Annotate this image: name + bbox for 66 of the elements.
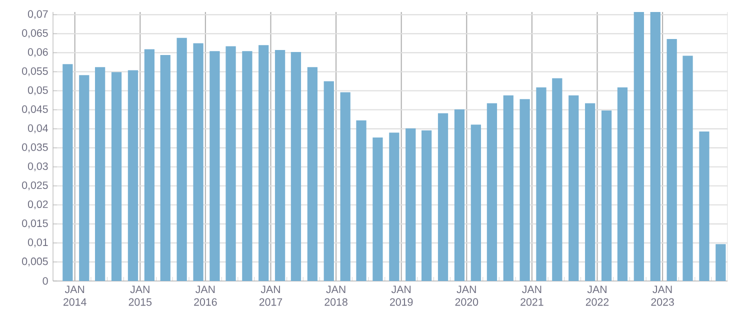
bar <box>552 78 562 281</box>
bar <box>160 54 170 281</box>
x-tick-label: JAN 2020 <box>455 286 478 306</box>
bar <box>634 12 644 281</box>
bar <box>307 67 318 281</box>
bar <box>356 120 366 281</box>
bar <box>536 87 546 281</box>
bar <box>372 138 383 281</box>
y-tick-label: 0,06 <box>28 48 48 58</box>
bar <box>128 70 138 281</box>
y-tick-label: 0,01 <box>28 238 48 248</box>
y-tick-label: 0,005 <box>22 258 48 266</box>
bar <box>699 131 710 281</box>
y-tick-label: 0,04 <box>28 124 48 134</box>
bar <box>389 132 400 281</box>
bar <box>274 50 286 281</box>
bar <box>340 92 350 281</box>
x-tick-label: JAN 2017 <box>259 286 282 306</box>
bar <box>601 110 612 281</box>
bar <box>585 103 596 281</box>
x-tick-label: JAN 2021 <box>520 286 544 306</box>
bar <box>650 12 660 281</box>
bar <box>520 99 530 281</box>
y-tick-label: 0 <box>42 277 48 285</box>
x-tick-label: JAN 2019 <box>390 286 413 306</box>
bar <box>666 39 677 281</box>
bar <box>176 38 187 281</box>
bar <box>406 128 416 281</box>
bar <box>682 56 693 281</box>
bar <box>503 95 514 281</box>
bar <box>421 130 432 281</box>
x-tick-label: JAN 2022 <box>586 286 609 306</box>
y-tick-label: 0,055 <box>22 67 48 76</box>
y-tick-label: 0,025 <box>22 181 48 190</box>
bar <box>210 51 220 281</box>
y-tick-label: 0,015 <box>22 220 48 228</box>
bar <box>193 43 204 281</box>
y-tick-label: 0,065 <box>22 29 48 38</box>
bar <box>242 51 252 281</box>
bar <box>324 81 334 281</box>
bar <box>95 67 106 281</box>
y-tick-label: 0,045 <box>22 105 48 114</box>
y-tick-label: 0,05 <box>28 86 48 96</box>
y-tick-label: 0,02 <box>28 200 48 210</box>
bar <box>144 49 155 281</box>
bar <box>290 52 302 281</box>
y-tick-label: 0,07 <box>28 10 48 20</box>
bar <box>226 46 236 281</box>
bar <box>62 64 73 281</box>
y-tick-label: 0,035 <box>22 143 48 152</box>
bar <box>79 75 90 281</box>
x-tick-label: JAN 2016 <box>194 286 217 306</box>
bar <box>617 87 628 281</box>
x-tick-label: JAN 2015 <box>128 286 152 306</box>
bar <box>258 45 269 281</box>
bar <box>438 113 448 281</box>
x-tick-label: JAN 2023 <box>651 286 674 306</box>
bar <box>716 244 726 281</box>
bar <box>454 109 465 281</box>
bar <box>486 103 498 281</box>
bar <box>111 72 122 281</box>
x-tick-label: JAN 2014 <box>64 286 86 306</box>
x-tick-label: JAN 2018 <box>324 286 348 306</box>
bar <box>568 95 579 281</box>
y-tick-label: 0,03 <box>28 162 48 172</box>
bar <box>470 124 481 281</box>
